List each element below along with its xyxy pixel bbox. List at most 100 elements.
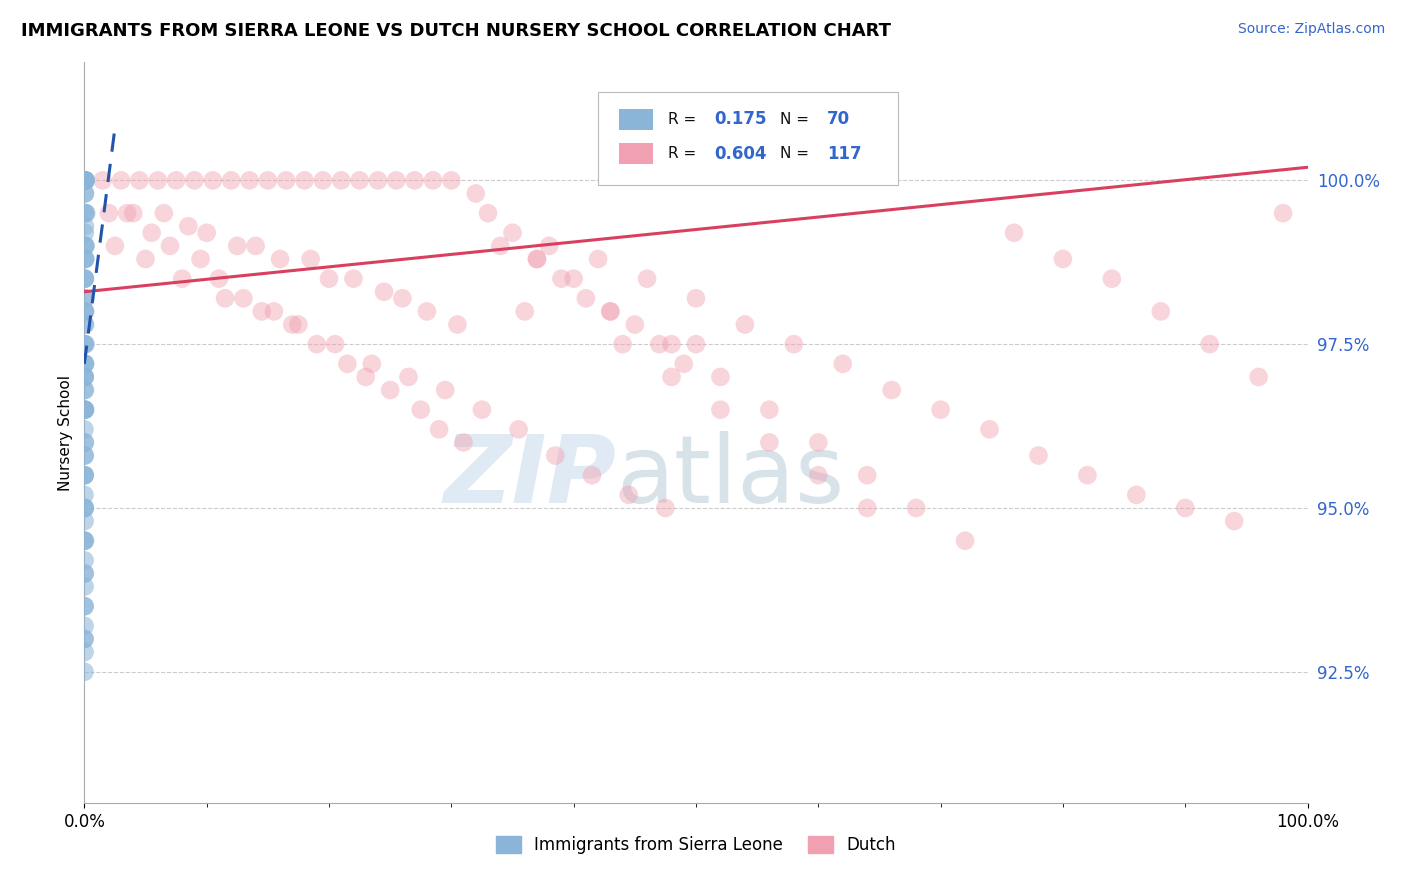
Point: [373, 285, 395, 299]
Text: 117: 117: [827, 145, 862, 162]
Point: [636, 271, 658, 285]
Point: [73, 435, 96, 450]
Point: [464, 186, 486, 201]
Point: [75, 173, 97, 187]
Point: [1076, 468, 1098, 483]
Point: [91, 173, 114, 187]
Point: [73, 435, 96, 450]
Point: [1174, 500, 1197, 515]
Point: [471, 402, 494, 417]
Point: [299, 252, 322, 266]
Point: [562, 271, 585, 285]
Point: [404, 173, 426, 187]
Text: N =: N =: [780, 112, 814, 127]
Point: [624, 318, 647, 332]
Point: [172, 271, 194, 285]
Point: [380, 383, 402, 397]
Point: [1101, 271, 1123, 285]
Point: [440, 173, 463, 187]
Point: [654, 500, 676, 515]
Point: [97, 206, 120, 220]
Point: [807, 435, 830, 450]
Point: [75, 206, 97, 220]
Point: [427, 422, 450, 436]
Point: [685, 291, 707, 305]
Point: [73, 566, 96, 581]
Point: [73, 665, 96, 679]
Legend: Immigrants from Sierra Leone, Dutch: Immigrants from Sierra Leone, Dutch: [489, 830, 903, 861]
Point: [526, 252, 548, 266]
Point: [245, 239, 267, 253]
Point: [238, 173, 260, 187]
Point: [709, 402, 731, 417]
Point: [190, 252, 212, 266]
Point: [929, 402, 952, 417]
Point: [177, 219, 200, 234]
Point: [1002, 226, 1025, 240]
Point: [385, 173, 408, 187]
Point: [513, 304, 536, 318]
Point: [586, 252, 609, 266]
Point: [73, 449, 96, 463]
Point: [73, 468, 96, 483]
Point: [75, 239, 97, 253]
Point: [73, 271, 96, 285]
Point: [318, 271, 340, 285]
Point: [807, 468, 830, 483]
Point: [661, 370, 683, 384]
Point: [367, 173, 389, 187]
Point: [73, 619, 96, 633]
Point: [1223, 514, 1246, 528]
Point: [1198, 337, 1220, 351]
Point: [73, 599, 96, 614]
Point: [73, 370, 96, 384]
Point: [165, 173, 187, 187]
Text: 0.604: 0.604: [714, 145, 766, 162]
Point: [104, 239, 127, 253]
Text: R =: R =: [668, 146, 702, 161]
Point: [446, 318, 468, 332]
Point: [75, 402, 97, 417]
Point: [416, 304, 439, 318]
Point: [73, 271, 96, 285]
Point: [1247, 370, 1270, 384]
Point: [73, 304, 96, 318]
Point: [581, 468, 603, 483]
Point: [526, 252, 548, 266]
Point: [269, 252, 291, 266]
Point: [73, 402, 96, 417]
Point: [1150, 304, 1173, 318]
Point: [1125, 488, 1147, 502]
Point: [360, 357, 382, 371]
Point: [305, 337, 328, 351]
Point: [73, 291, 96, 305]
Point: [856, 500, 879, 515]
Point: [75, 337, 97, 351]
Point: [73, 337, 96, 351]
Point: [195, 226, 218, 240]
Point: [617, 488, 640, 502]
Point: [75, 318, 97, 332]
Point: [453, 435, 475, 450]
Point: [73, 533, 96, 548]
Point: [73, 500, 96, 515]
Point: [612, 337, 634, 351]
Point: [115, 206, 138, 220]
Point: [1028, 449, 1050, 463]
Y-axis label: Nursery School: Nursery School: [58, 375, 73, 491]
Point: [73, 645, 96, 659]
Point: [709, 370, 731, 384]
Point: [75, 173, 97, 187]
FancyBboxPatch shape: [598, 92, 898, 185]
Point: [73, 632, 96, 646]
Point: [75, 239, 97, 253]
Point: [538, 239, 561, 253]
Point: [153, 206, 176, 220]
Text: 0.175: 0.175: [714, 111, 766, 128]
Point: [330, 173, 353, 187]
Text: R =: R =: [668, 112, 702, 127]
Point: [75, 173, 97, 187]
Point: [73, 173, 96, 187]
Point: [354, 370, 377, 384]
Point: [141, 226, 163, 240]
